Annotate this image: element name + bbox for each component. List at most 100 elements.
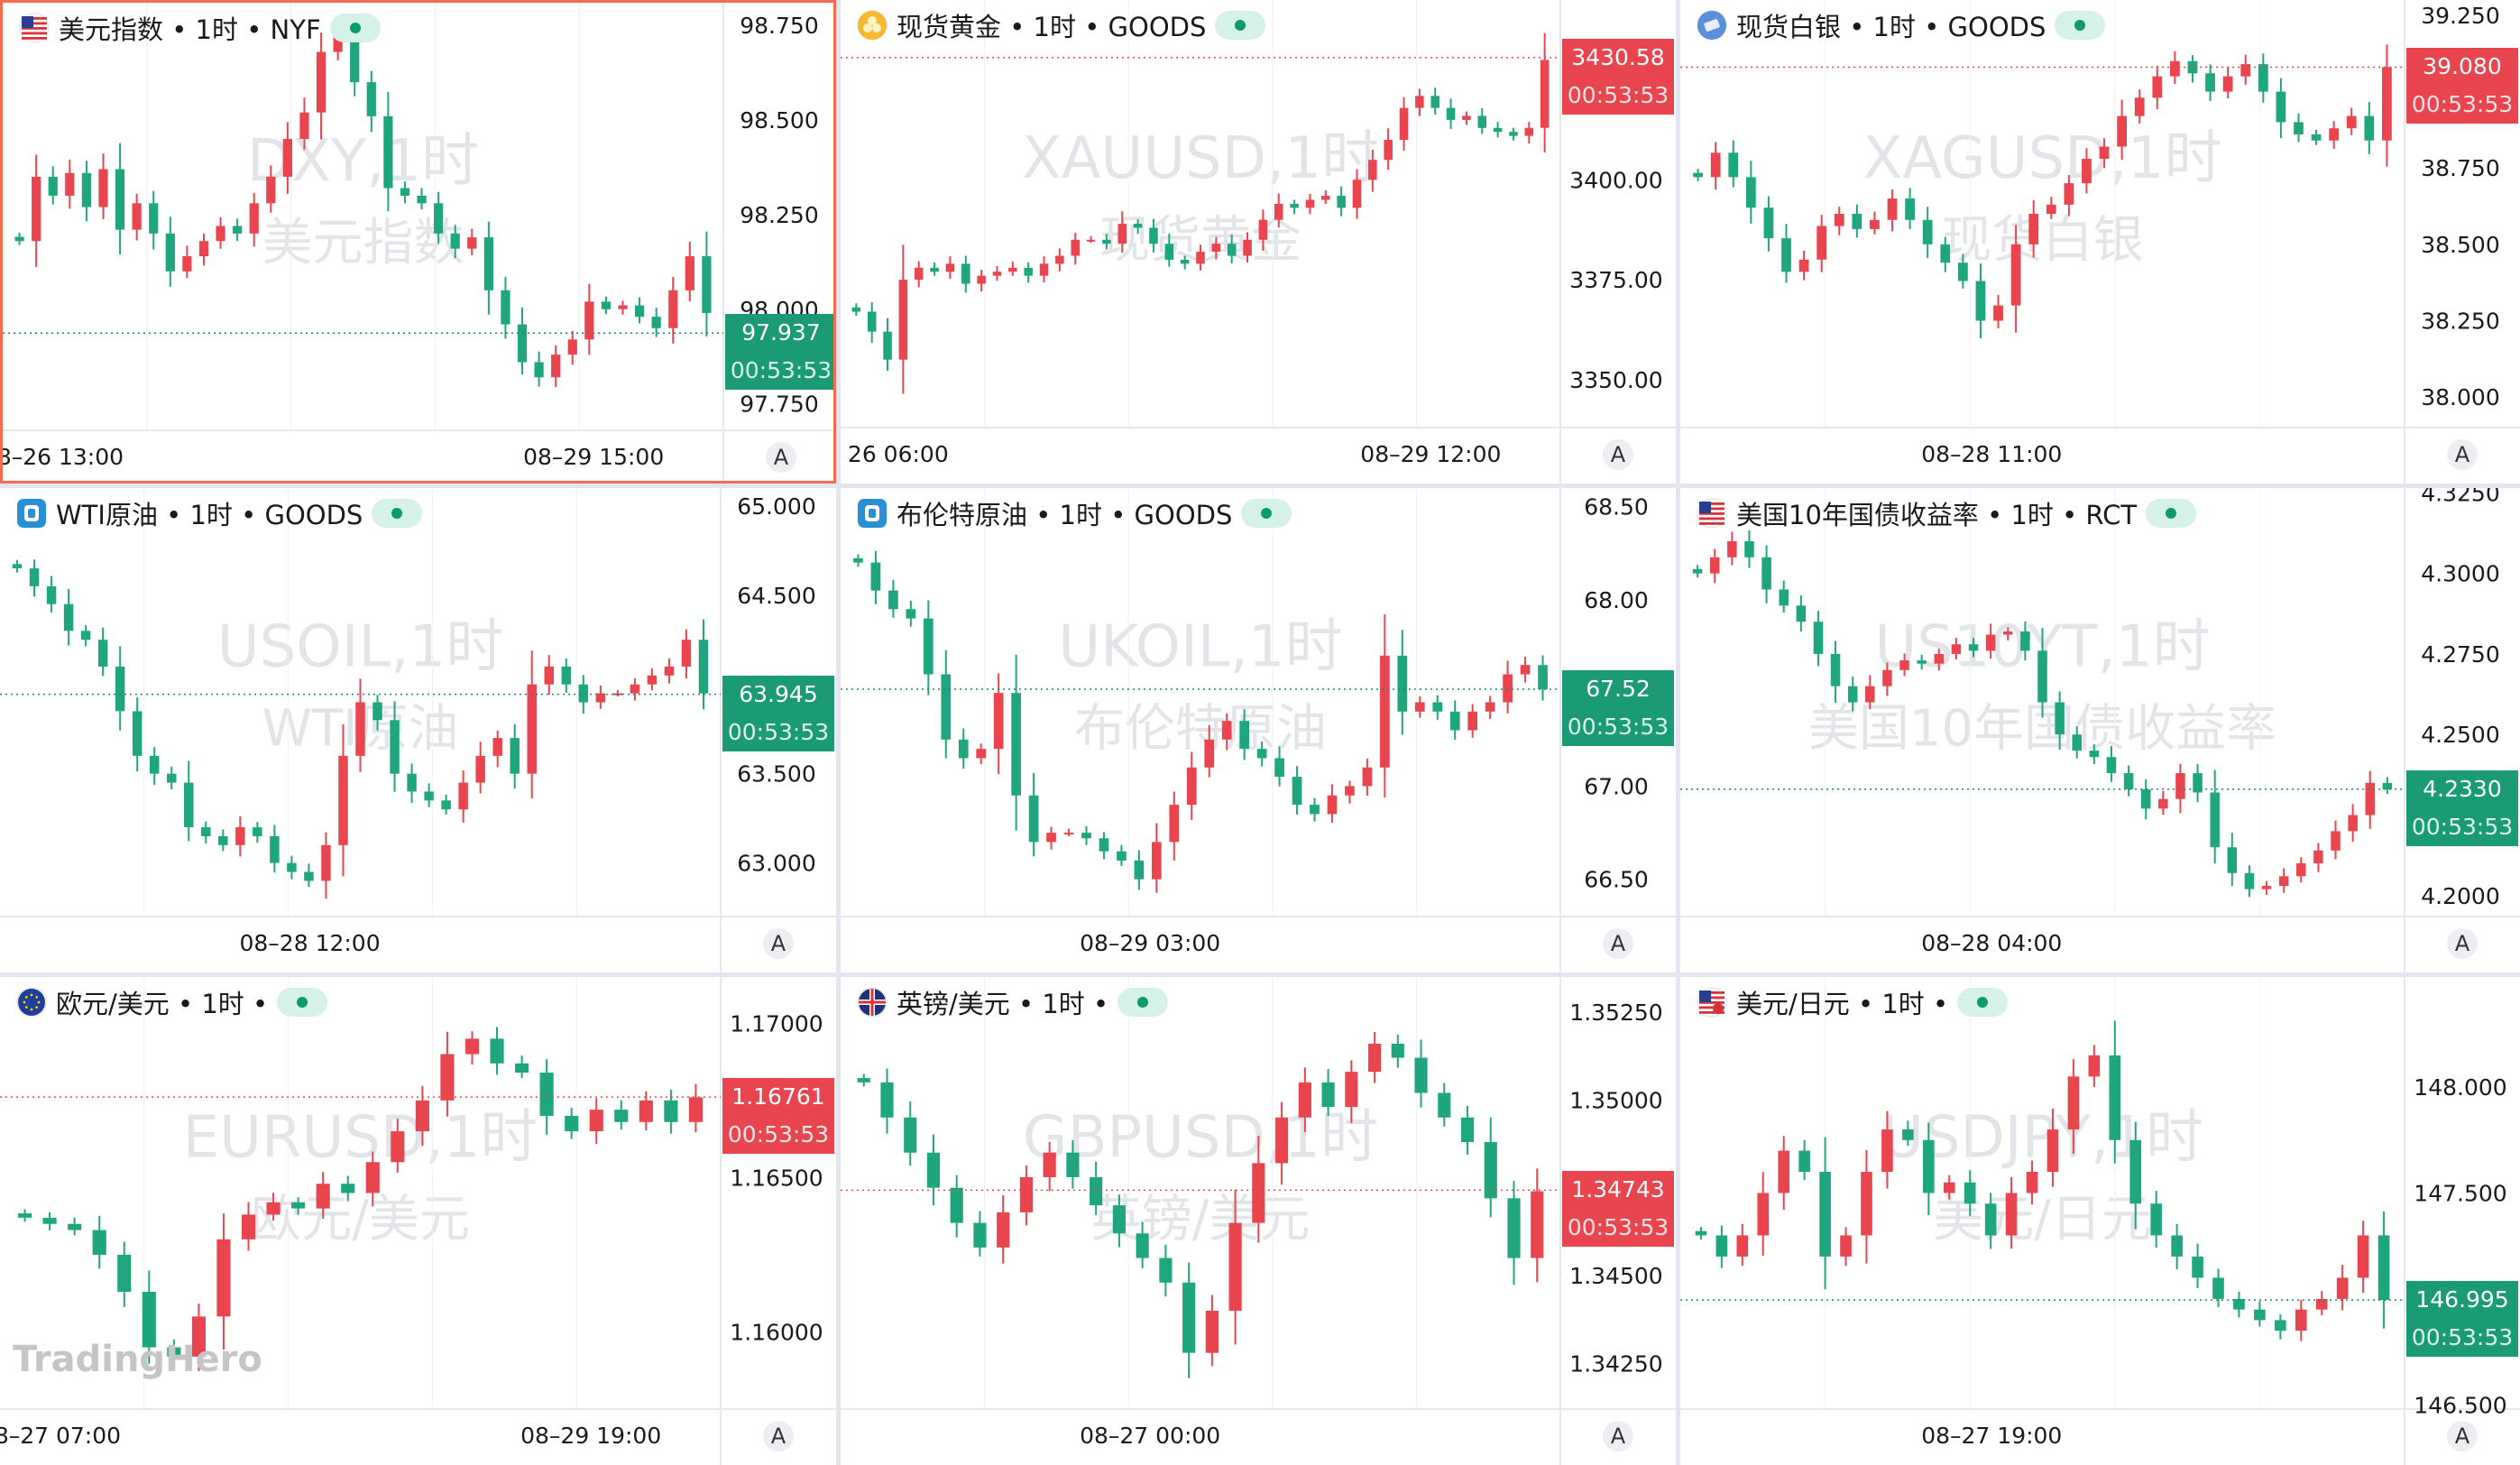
chart-panel[interactable]: XAGUSD,1时现货白银39.25039.00038.75038.50038.… <box>1680 0 2520 484</box>
candle <box>584 301 594 340</box>
symbol-label: 英镑/美元 • 1时 • <box>897 989 1109 1019</box>
candle <box>1430 96 1439 108</box>
last-price-value: 146.995 <box>2415 1286 2509 1313</box>
candlestick-chart[interactable]: DXY,1时美元指数98.75098.50098.25098.00097.750… <box>3 3 836 484</box>
candle <box>515 1063 529 1073</box>
auto-scale-button[interactable]: A <box>2447 928 2478 959</box>
chart-panel[interactable]: GBPUSD,1时 英镑/美元 1.35250 1.35000 1.34500 1.342… <box>841 977 1676 1465</box>
auto-scale-button[interactable]: A <box>2447 439 2478 470</box>
candle <box>1964 1182 1976 1204</box>
candle <box>1934 653 1945 664</box>
candle <box>1692 568 1703 574</box>
symbol-watermark: DXY,1时 <box>247 128 479 195</box>
auto-scale-button[interactable]: A <box>763 1421 794 1451</box>
symbol-watermark: 英镑/美元 <box>1091 1191 1311 1249</box>
symbol-header[interactable]: 欧元/美元 • 1时 • <box>16 982 328 1022</box>
candle <box>1984 1203 1997 1236</box>
chart-panel[interactable]: DXY,1时 美元指数 98.750 98.500 98.250 98.000 97.750… <box>0 0 836 484</box>
symbol-header[interactable]: 布伦特原油 • 1时 • GOODS <box>857 493 1292 533</box>
candle <box>48 176 58 196</box>
candle <box>266 176 276 204</box>
last-price-value: 63.945 <box>739 680 818 707</box>
candle <box>561 666 572 685</box>
candle <box>464 1038 480 1055</box>
candle <box>198 241 209 257</box>
chart-panel[interactable]: USOIL,1时WTI原油65.00064.50063.50063.00008–… <box>0 488 836 972</box>
candle <box>1881 1129 1893 1173</box>
auto-scale-button[interactable]: A <box>1603 1421 1633 1451</box>
candle <box>253 827 262 836</box>
auto-scale-button[interactable]: A <box>2447 1421 2478 1451</box>
candle <box>2377 1235 2390 1301</box>
last-price-tag: 67.52 00:53:53 <box>1562 670 1674 747</box>
candle <box>1055 255 1064 264</box>
candlestick-chart[interactable]: US10YT,1时美国10年国债收益率4.32504.30004.27504.2… <box>1680 488 2520 972</box>
candle <box>2364 115 2375 141</box>
candle <box>97 640 108 667</box>
brand-watermark: TradingHero <box>13 1339 262 1380</box>
candle <box>235 827 245 845</box>
candle <box>216 1239 231 1317</box>
chart-panel[interactable]: UKOIL,1时 布伦特原油 68.50 68.00 67.00 66.50 08–29 0… <box>841 488 1676 972</box>
candle <box>365 1162 380 1193</box>
symbol-watermark: 布伦特原油 <box>1074 700 1327 759</box>
candle <box>870 562 881 591</box>
chart-panel[interactable]: XAUUSD,1时 现货黄金 3400.00 3375.00 3350.00 26 06:… <box>841 0 1676 484</box>
candle <box>1477 115 1487 128</box>
candle <box>1367 1043 1382 1073</box>
last-price-value: 39.080 <box>2423 53 2502 80</box>
symbol-label: WTI原油 • 1时 • GOODS <box>56 500 363 530</box>
symbol-header[interactable]: 美元指数 • 1时 • NYF <box>19 8 381 48</box>
symbol-header[interactable]: 英镑/美元 • 1时 • <box>857 982 1169 1022</box>
candle <box>80 631 91 640</box>
candle <box>117 1254 132 1292</box>
chart-panel[interactable]: USDJPY,1时 美元/日元 148.000 147.500 146.500 08–27… <box>1680 977 2520 1465</box>
candle <box>218 835 228 845</box>
candle <box>1290 203 1299 208</box>
candle <box>539 1073 554 1116</box>
candlestick-chart[interactable]: USDJPY,1时美元/日元148.000147.500146.50008–27… <box>1680 977 2520 1465</box>
x-tick-label: 26 06:00 <box>848 441 949 467</box>
candle <box>2067 1076 2080 1130</box>
auto-scale-button[interactable]: A <box>766 442 796 473</box>
candle <box>1066 1152 1080 1177</box>
candlestick-chart[interactable]: USOIL,1时WTI原油65.00064.50063.50063.00008–… <box>0 488 836 972</box>
auto-scale-button[interactable]: A <box>763 928 794 959</box>
candle <box>1136 1233 1149 1258</box>
candle <box>698 640 709 694</box>
candle <box>1761 557 1771 590</box>
candle <box>1397 655 1408 712</box>
candlestick-chart[interactable]: XAGUSD,1时现货白银39.25039.00038.75038.50038.… <box>1680 0 2520 484</box>
symbol-header[interactable]: 现货白银 • 1时 • GOODS <box>1697 5 2106 45</box>
chart-panel[interactable]: EURUSD,1时 欧元/美元 1.17000 1.16500 1.16000 8–27 … <box>0 977 836 1465</box>
candle <box>1024 267 1033 276</box>
symbol-header[interactable]: 现货黄金 • 1时 • GOODS <box>857 5 1266 45</box>
candle <box>81 172 92 207</box>
bar-countdown: 00:53:53 <box>2411 91 2514 118</box>
auto-scale-button[interactable]: A <box>1603 439 1633 470</box>
candle <box>1211 244 1221 253</box>
candle <box>2329 128 2340 141</box>
last-price-value: 4.2330 <box>2423 775 2502 802</box>
candle <box>2109 1055 2121 1140</box>
chart-panel[interactable]: US10YT,1时 美国10年国债收益率 4.3250 4.3000 4.2750 4.2… <box>1680 488 2520 972</box>
candle <box>2026 1172 2038 1193</box>
candle <box>1043 1152 1056 1177</box>
symbol-header[interactable]: WTI原油 • 1时 • GOODS <box>16 493 423 533</box>
candle <box>2175 773 2185 799</box>
auto-scale-button[interactable]: A <box>1603 928 1633 959</box>
symbol-header[interactable]: 美元/日元 • 1时 • <box>1697 982 2009 1022</box>
candle <box>417 195 427 204</box>
candle <box>1391 1043 1404 1058</box>
symbol-label: 美元/日元 • 1时 • <box>1736 989 1949 1019</box>
y-tick-label: 3350.00 <box>1569 367 1662 393</box>
candle <box>149 203 159 234</box>
symbol-header[interactable]: 美国10年国债收益率 • 1时 • RCT <box>1697 493 2197 533</box>
candle <box>400 188 410 196</box>
candle <box>1798 259 1809 272</box>
live-status-icon <box>1215 11 1266 40</box>
